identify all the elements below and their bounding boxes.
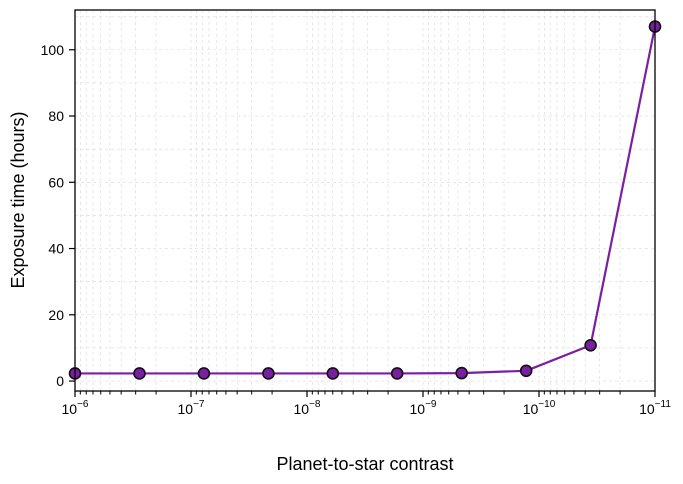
series-line <box>75 26 657 375</box>
y-tick-label: 0 <box>56 373 64 389</box>
series-layer <box>68 20 662 380</box>
data-point <box>584 338 597 352</box>
y-tick-label: 20 <box>48 307 64 323</box>
x-tick-label: 10−10 <box>523 399 556 417</box>
data-point <box>262 367 275 380</box>
data-point <box>197 367 211 380</box>
y-tick-label: 60 <box>48 174 64 190</box>
y-tick-label: 100 <box>41 42 65 58</box>
x-tick-label: 10−8 <box>294 399 321 417</box>
x-tick-label: 10−11 <box>639 399 671 417</box>
x-tick-label: 10−9 <box>410 399 437 417</box>
grid-layer <box>74 10 656 391</box>
x-axis-label: Planet-to-star contrast <box>276 454 453 474</box>
plot-frame <box>74 9 656 392</box>
y-tick-label: 40 <box>48 241 64 257</box>
data-point <box>133 367 146 380</box>
data-point <box>455 366 468 380</box>
y-tick-label: 80 <box>48 108 64 124</box>
x-tick-label: 10−6 <box>62 399 89 417</box>
labels-layer: Planet-to-star contrast Exposure time (h… <box>8 111 454 474</box>
data-point <box>390 367 404 380</box>
data-point <box>519 364 533 378</box>
ticks-layer: 10−6 10−7 10−8 10−9 10−10 10−11 0 20 40 60 80 100 <box>41 42 672 417</box>
x-tick-label: 10−7 <box>178 399 205 417</box>
data-point <box>326 367 340 380</box>
y-axis-label: Exposure time (hours) <box>8 111 28 288</box>
